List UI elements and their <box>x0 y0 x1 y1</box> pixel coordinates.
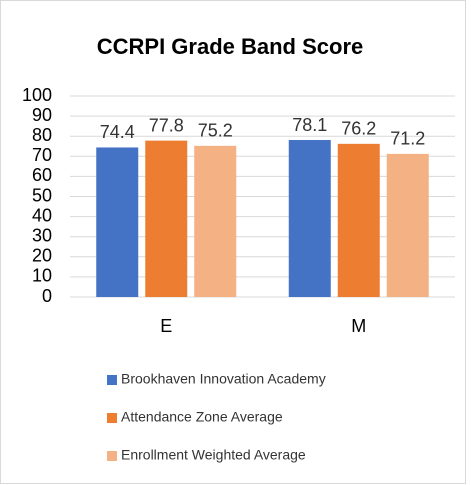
legend-label: Attendance Zone Average <box>121 409 283 425</box>
bar <box>288 140 331 297</box>
data-label: 71.2 <box>390 129 425 149</box>
y-tick-label: 40 <box>32 205 52 225</box>
data-label: 78.1 <box>292 115 327 135</box>
bar <box>194 145 237 297</box>
chart-title: CCRPI Grade Band Score <box>97 34 364 59</box>
legend-label: Enrollment Weighted Average <box>121 447 306 463</box>
legend-label: Brookhaven Innovation Academy <box>121 371 326 387</box>
bar <box>386 153 429 297</box>
y-tick-label: 90 <box>32 105 52 125</box>
y-tick-label: 0 <box>42 286 52 306</box>
y-tick-label: 60 <box>32 165 52 185</box>
data-label: 74.4 <box>100 122 135 142</box>
y-tick-label: 80 <box>32 125 52 145</box>
y-tick-label: 100 <box>22 85 52 105</box>
data-label: 76.2 <box>341 119 376 139</box>
y-tick-label: 50 <box>32 185 52 205</box>
y-tick-label: 10 <box>32 266 52 286</box>
y-tick-label: 30 <box>32 225 52 245</box>
bar <box>96 147 139 297</box>
x-tick-label: M <box>351 316 366 336</box>
y-tick-label: 20 <box>32 246 52 266</box>
bar <box>145 140 188 297</box>
x-tick-label: E <box>160 316 172 336</box>
y-tick-label: 70 <box>32 145 52 165</box>
bar <box>337 143 380 297</box>
legend-swatch <box>107 413 117 423</box>
legend-swatch <box>107 375 117 385</box>
legend-swatch <box>107 451 117 461</box>
data-label: 77.8 <box>149 115 184 135</box>
data-label: 75.2 <box>198 121 233 141</box>
